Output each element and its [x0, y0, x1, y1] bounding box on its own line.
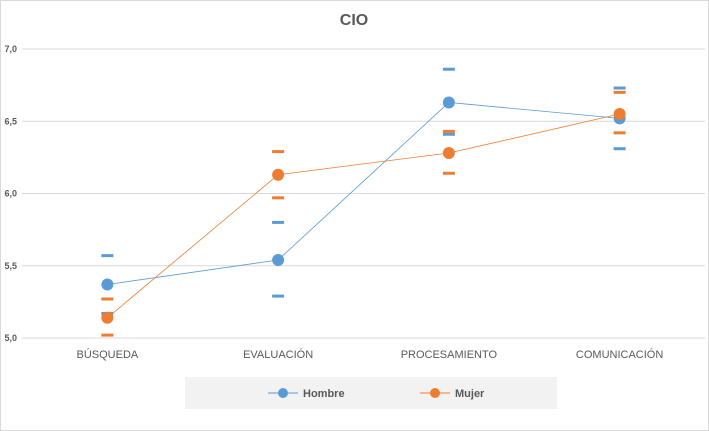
- x-tick-label: EVALUACIÓN: [243, 348, 313, 361]
- error-lower-mark: [613, 147, 626, 151]
- data-point-hombre: [442, 96, 455, 109]
- data-point-mujer: [101, 311, 114, 324]
- chart-title: CIO: [340, 12, 368, 29]
- legend-marker: [430, 388, 440, 398]
- legend-marker: [278, 388, 288, 398]
- error-upper-mark: [613, 90, 626, 94]
- series-line-mujer: [107, 113, 620, 319]
- y-tick-label: 5,5: [4, 261, 17, 271]
- error-upper-mark: [442, 67, 455, 71]
- data-point-mujer: [442, 147, 455, 160]
- error-upper-mark: [101, 254, 114, 258]
- legend-label: Hombre: [303, 388, 345, 400]
- error-lower-mark: [272, 294, 285, 298]
- error-upper-mark: [272, 220, 285, 224]
- x-tick-label: PROCESAMIENTO: [401, 349, 498, 361]
- y-tick-label: 6,5: [4, 116, 17, 126]
- data-point-hombre: [101, 278, 114, 291]
- data-point-mujer: [272, 168, 285, 181]
- data-point-mujer: [613, 108, 626, 121]
- data-point-hombre: [272, 253, 285, 266]
- error-lower-mark: [272, 196, 285, 200]
- series-line-hombre: [107, 102, 620, 285]
- x-tick-label: COMUNICACIÓN: [576, 348, 663, 361]
- legend-label: Mujer: [455, 388, 485, 400]
- error-upper-mark: [613, 86, 626, 90]
- error-lower-mark: [442, 132, 455, 136]
- y-tick-label: 6,0: [4, 189, 17, 199]
- y-tick-label: 7,0: [4, 44, 17, 54]
- error-upper-mark: [101, 297, 114, 301]
- x-tick-label: BÚSQUEDA: [77, 348, 139, 361]
- y-tick-label: 5,0: [4, 333, 17, 343]
- error-upper-mark: [272, 150, 285, 154]
- error-upper-mark: [442, 129, 455, 133]
- legend: [185, 377, 557, 409]
- error-lower-mark: [101, 333, 114, 337]
- error-lower-mark: [442, 171, 455, 175]
- error-lower-mark: [613, 131, 626, 135]
